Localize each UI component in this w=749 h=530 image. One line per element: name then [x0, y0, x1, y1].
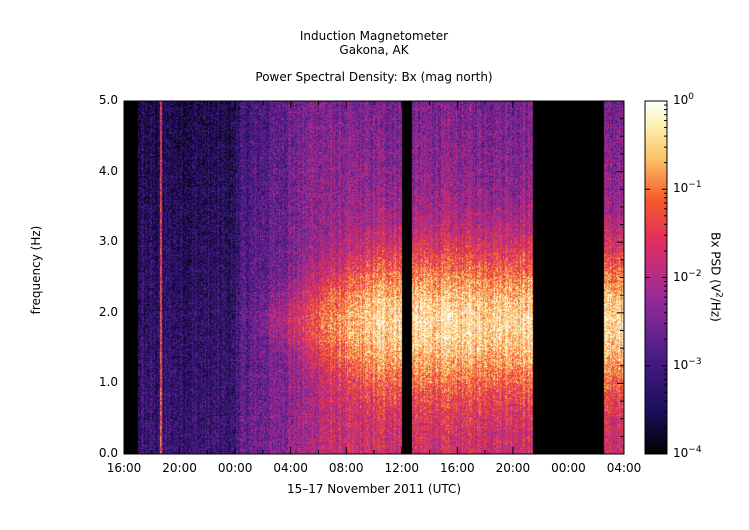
colorbar-tick-base: 10: [673, 93, 689, 107]
spectrogram-image: [124, 101, 624, 454]
y-tick-label: 0.0: [98, 446, 118, 460]
y-axis-label: frequency (Hz): [29, 225, 43, 315]
colorbar-tick-exponent: −1: [688, 180, 702, 191]
y-tick-label: 5.0: [98, 93, 118, 107]
x-tick-label: 20:00: [162, 461, 197, 475]
chart-title-line2: Gakona, AK: [339, 43, 409, 57]
colorbar-tick-base: 10: [673, 269, 689, 284]
x-tick-label: 08:00: [328, 461, 364, 475]
colorbar-tick-exponent: −4: [688, 445, 702, 455]
x-tick-label: 12:00: [384, 461, 420, 475]
y-tick-label: 4.0: [98, 163, 118, 178]
colorbar-label-tail: /Hz): [708, 297, 723, 322]
colorbar-tick-label: 10−1: [673, 180, 702, 195]
chart-subtitle: Power Spectral Density: Bx (mag north): [255, 70, 493, 84]
colorbar-tick-exponent: −2: [688, 268, 702, 279]
colorbar-label-base: Bx PSD (V: [708, 232, 723, 293]
colorbar-tick-label: 100: [673, 92, 694, 107]
colorbar-tick-base: 10: [673, 446, 689, 460]
y-tick-label: 3.0: [98, 234, 118, 249]
x-tick-label: 20:00: [495, 461, 531, 475]
x-tick-label: 16:00: [106, 461, 142, 475]
chart-title-line1: Induction Magnetometer: [299, 29, 449, 43]
x-tick-label: 00:00: [551, 461, 586, 475]
x-tick-label: 00:00: [217, 461, 253, 475]
x-tick-label: 04:00: [273, 461, 308, 475]
colorbar-tick-base: 10: [673, 181, 689, 196]
x-tick-label: 16:00: [440, 461, 475, 475]
spectrogram-raster: [124, 101, 624, 454]
colorbar-tick-label: 10−4: [673, 445, 702, 460]
colorbar-tick-exponent: 0: [688, 92, 695, 102]
x-axis-label: 15–17 November 2011 (UTC): [286, 482, 462, 496]
colorbar-tick-label: 10−3: [673, 357, 702, 372]
colorbar-tick-label: 10−2: [673, 269, 702, 284]
y-tick-label: 2.0: [98, 304, 118, 319]
plot-axes: [123, 100, 625, 455]
y-tick-label: 1.0: [98, 375, 118, 390]
colorbar-ticks: [645, 100, 667, 455]
colorbar-tick-base: 10: [673, 357, 689, 372]
colorbar-label: Bx PSD (V2/Hz): [709, 232, 724, 322]
colorbar-tick-exponent: −3: [688, 356, 702, 367]
x-tick-label: 04:00: [606, 461, 642, 475]
